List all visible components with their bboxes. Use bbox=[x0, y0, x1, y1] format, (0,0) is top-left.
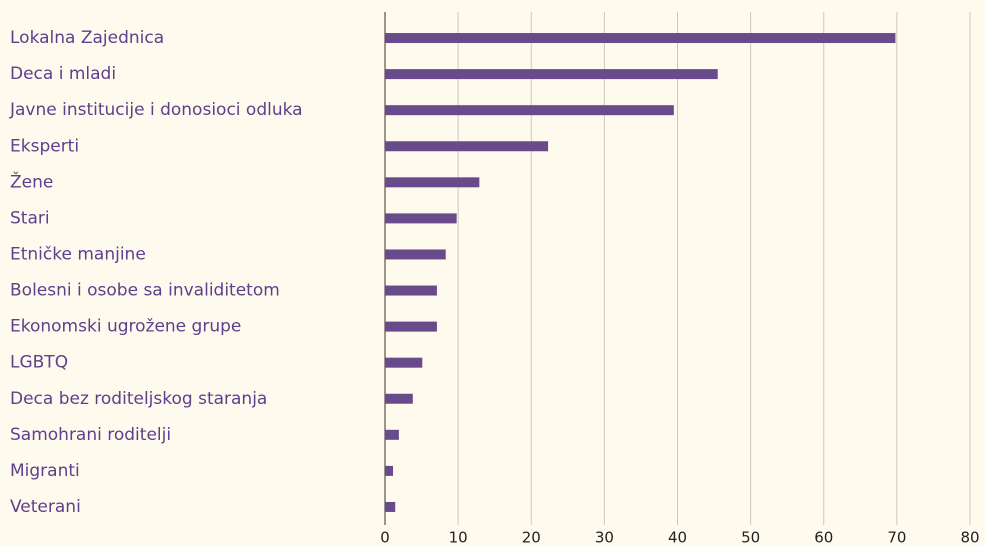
bar bbox=[385, 465, 394, 476]
bar bbox=[385, 33, 896, 44]
bar bbox=[385, 69, 718, 80]
bar bbox=[385, 177, 480, 188]
y-tick-label: Žene bbox=[10, 170, 53, 192]
y-tick-label: Samohrani roditelji bbox=[10, 425, 171, 445]
x-tick-label: 40 bbox=[668, 529, 687, 546]
y-tick-label: Eksperti bbox=[10, 136, 79, 156]
x-tick-label: 80 bbox=[960, 529, 979, 546]
bar bbox=[385, 105, 674, 116]
x-tick-label: 30 bbox=[595, 529, 614, 546]
y-tick-label: Deca i mladi bbox=[10, 64, 116, 84]
x-tick-label: 10 bbox=[449, 529, 468, 546]
x-tick-label: 70 bbox=[887, 529, 906, 546]
x-tick-label: 60 bbox=[814, 529, 833, 546]
x-tick-label: 50 bbox=[741, 529, 760, 546]
y-tick-label: Ekonomski ugrožene grupe bbox=[10, 317, 241, 337]
bar bbox=[385, 285, 437, 296]
y-tick-label: Deca bez roditeljskog staranja bbox=[10, 389, 267, 409]
bar bbox=[385, 393, 413, 404]
y-tick-label: Stari bbox=[10, 208, 50, 228]
x-tick-label: 0 bbox=[380, 529, 390, 546]
y-tick-label: Migranti bbox=[10, 461, 80, 481]
bar bbox=[385, 141, 549, 152]
bar bbox=[385, 501, 396, 512]
y-tick-label: LGBTQ bbox=[10, 353, 68, 373]
y-tick-label: Bolesni i osobe sa invaliditetom bbox=[10, 281, 280, 301]
y-tick-label: Veterani bbox=[10, 497, 81, 517]
bar bbox=[385, 429, 399, 440]
x-tick-label: 20 bbox=[522, 529, 541, 546]
y-tick-label: Lokalna Zajednica bbox=[10, 28, 164, 48]
y-tick-label: Javne institucije i donosioci odluka bbox=[9, 100, 303, 120]
bar bbox=[385, 213, 457, 224]
y-tick-label: Etničke manjine bbox=[10, 244, 146, 264]
bar bbox=[385, 321, 437, 332]
bar bbox=[385, 249, 446, 260]
bar bbox=[385, 357, 423, 368]
